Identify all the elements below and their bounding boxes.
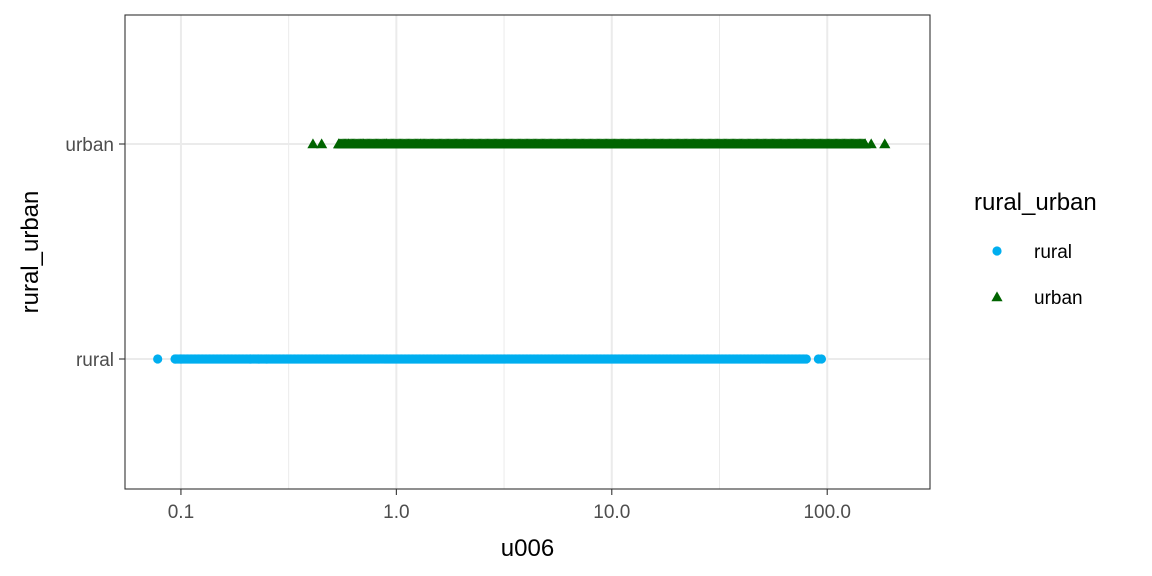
data-point	[316, 138, 328, 149]
panel-background	[125, 15, 930, 489]
data-point	[333, 138, 345, 149]
data-point	[262, 354, 272, 364]
panel-border	[124, 14, 931, 490]
x-tick-label: 10.0	[593, 502, 630, 523]
data-point	[816, 354, 827, 364]
x-axis-title: u006	[501, 535, 554, 562]
data-point	[245, 354, 255, 364]
data-point	[307, 138, 319, 149]
x-tick-label: 0.1	[168, 502, 194, 523]
axes: 0.1 1.0 10.0 100.0 rural urban	[65, 135, 851, 523]
data-point	[357, 138, 369, 149]
data-points	[153, 138, 891, 364]
data-point	[342, 138, 355, 149]
data-point	[380, 138, 393, 149]
data-point	[879, 138, 891, 149]
legend-key-rural	[992, 246, 1002, 256]
y-tick-label: urban	[65, 135, 114, 156]
y-axis-title: rural_urban	[17, 191, 44, 314]
x-tick-label: 1.0	[383, 502, 409, 523]
data-point	[415, 138, 427, 149]
legend-key-urban	[991, 291, 1003, 302]
legend: rural_urban rural urban	[974, 189, 1097, 309]
series-urban	[307, 138, 891, 149]
data-point	[865, 138, 877, 149]
data-point	[254, 354, 264, 364]
data-point	[801, 354, 811, 364]
y-tick-label: rural	[76, 350, 114, 371]
data-point	[176, 354, 186, 364]
legend-label-urban: urban	[1034, 288, 1083, 309]
legend-title: rural_urban	[974, 189, 1097, 216]
x-tick-label: 100.0	[803, 502, 851, 523]
legend-label-rural: rural	[1034, 242, 1072, 263]
data-point	[153, 354, 163, 364]
series-rural	[153, 354, 827, 364]
